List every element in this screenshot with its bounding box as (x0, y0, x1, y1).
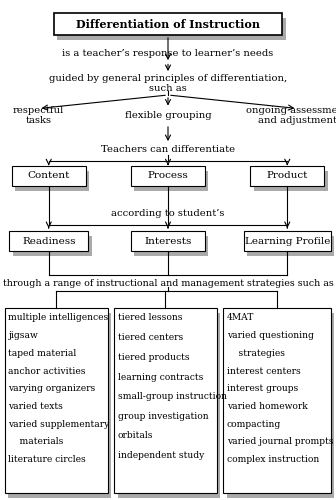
Text: Interests: Interests (144, 236, 192, 246)
Text: is a teacher’s response to learner’s needs: is a teacher’s response to learner’s nee… (62, 49, 274, 58)
Text: 4MAT: 4MAT (227, 314, 254, 322)
Text: Product: Product (266, 171, 308, 180)
Text: Content: Content (28, 171, 70, 180)
Text: anchor activities: anchor activities (8, 366, 86, 376)
Text: independent study: independent study (118, 451, 204, 460)
Text: varied supplementary: varied supplementary (8, 420, 110, 428)
Text: complex instruction: complex instruction (227, 455, 319, 464)
FancyBboxPatch shape (114, 308, 217, 492)
Text: tiered lessons: tiered lessons (118, 314, 182, 322)
FancyBboxPatch shape (118, 312, 220, 498)
Text: jigsaw: jigsaw (8, 331, 38, 340)
Text: materials: materials (8, 438, 64, 446)
Text: respectful
tasks: respectful tasks (13, 106, 64, 125)
Text: guided by general principles of differentiation,
such as: guided by general principles of differen… (49, 74, 287, 93)
FancyBboxPatch shape (250, 166, 324, 186)
Text: tiered products: tiered products (118, 353, 189, 362)
FancyBboxPatch shape (254, 170, 328, 190)
FancyBboxPatch shape (54, 13, 282, 35)
Text: varied journal prompts: varied journal prompts (227, 438, 333, 446)
FancyBboxPatch shape (247, 236, 334, 256)
Text: ongoing assessment
and adjustment: ongoing assessment and adjustment (246, 106, 336, 125)
Text: strategies: strategies (227, 349, 285, 358)
FancyBboxPatch shape (9, 231, 88, 251)
Text: orbitals: orbitals (118, 432, 153, 440)
Text: Readiness: Readiness (22, 236, 76, 246)
FancyBboxPatch shape (57, 18, 286, 40)
Text: literature circles: literature circles (8, 455, 86, 464)
FancyBboxPatch shape (131, 231, 205, 251)
FancyBboxPatch shape (223, 308, 331, 492)
Text: varied homework: varied homework (227, 402, 307, 411)
Text: multiple intelligences: multiple intelligences (8, 314, 109, 322)
Text: varied texts: varied texts (8, 402, 63, 411)
Text: interest centers: interest centers (227, 366, 300, 376)
Text: learning contracts: learning contracts (118, 372, 203, 382)
Text: Teachers can differentiate: Teachers can differentiate (101, 146, 235, 154)
FancyBboxPatch shape (131, 166, 205, 186)
FancyBboxPatch shape (227, 312, 334, 498)
Text: Learning Profile: Learning Profile (245, 236, 330, 246)
Text: interest groups: interest groups (227, 384, 298, 394)
Text: varying organizers: varying organizers (8, 384, 96, 394)
Text: Differentiation of Instruction: Differentiation of Instruction (76, 18, 260, 30)
FancyBboxPatch shape (5, 308, 108, 492)
Text: small-group instruction: small-group instruction (118, 392, 226, 401)
Text: group investigation: group investigation (118, 412, 208, 421)
FancyBboxPatch shape (13, 236, 91, 256)
FancyBboxPatch shape (134, 170, 208, 190)
FancyBboxPatch shape (134, 236, 208, 256)
Text: according to student’s: according to student’s (111, 210, 225, 218)
Text: flexible grouping: flexible grouping (125, 111, 211, 120)
FancyBboxPatch shape (244, 231, 331, 251)
Text: taped material: taped material (8, 349, 77, 358)
FancyBboxPatch shape (12, 166, 86, 186)
Text: compacting: compacting (227, 420, 281, 428)
Text: Process: Process (148, 171, 188, 180)
Text: tiered centers: tiered centers (118, 333, 183, 342)
FancyBboxPatch shape (8, 312, 111, 498)
Text: through a range of instructional and management strategies such as: through a range of instructional and man… (3, 279, 333, 288)
FancyBboxPatch shape (15, 170, 89, 190)
Text: varied questioning: varied questioning (227, 331, 314, 340)
